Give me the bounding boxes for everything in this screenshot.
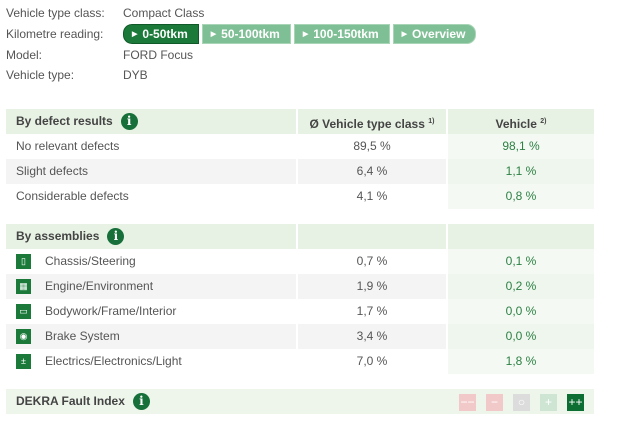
col-header-class: Ø Vehicle type class 1)	[298, 109, 446, 134]
km-tabs: ▶ 0-50tkm ▶ 50-100tkm ▶ 100-150tkm ▶ Overvie…	[123, 24, 477, 44]
table-row: ± Electrics/Electronics/Light 7,0 % 1,8 %	[6, 349, 594, 374]
section-title: DEKRA Fault Index	[16, 394, 125, 408]
defects-header: By defect results i Ø Vehicle type class …	[6, 109, 594, 134]
chassis-icon: ▯	[16, 254, 31, 269]
vehicle-type: DYB	[123, 68, 148, 82]
col-header-vehicle: Vehicle 2)	[448, 109, 594, 134]
fault-index-bad: −	[486, 394, 503, 411]
fault-index-good: +	[540, 394, 557, 411]
table-row: No relevant defects 89,5 % 98,1 %	[6, 134, 594, 159]
assemblies-header: By assemblies i	[6, 224, 594, 249]
info-icon[interactable]: i	[107, 228, 125, 245]
table-row: ◉ Brake System 3,4 % 0,0 %	[6, 324, 594, 349]
table-row: Slight defects 6,4 % 1,1 %	[6, 159, 594, 184]
vehicle-type-class: Compact Class	[123, 6, 205, 20]
model: FORD Focus	[123, 48, 194, 62]
info-icon[interactable]: i	[132, 393, 150, 410]
engine-icon: ▦	[16, 279, 31, 294]
fault-index-row: DEKRA Fault Index i	[6, 389, 594, 414]
section-title: By assemblies	[16, 229, 100, 243]
battery-icon: ±	[16, 354, 31, 369]
label: Kilometre reading:	[6, 27, 104, 41]
label: Model:	[6, 48, 43, 62]
label: Vehicle type:	[6, 68, 75, 82]
info-icon[interactable]: i	[120, 113, 138, 130]
tab-overview[interactable]: ▶ Overview	[392, 24, 477, 44]
tab-100-150tkm[interactable]: ▶ 100-150tkm	[293, 24, 390, 44]
tab-0-50tkm[interactable]: ▶ 0-50tkm	[123, 24, 199, 44]
section-title: By defect results	[16, 114, 113, 128]
brake-icon: ◉	[16, 329, 31, 344]
fault-index-very-bad: −−	[459, 394, 476, 411]
table-row: Considerable defects 4,1 % 0,8 %	[6, 184, 594, 209]
car-body-icon: ▭	[16, 304, 31, 319]
table-row: ▯ Chassis/Steering 0,7 % 0,1 %	[6, 249, 594, 274]
fault-index-very-good: ++	[567, 394, 584, 411]
tab-50-100tkm[interactable]: ▶ 50-100tkm	[201, 24, 291, 44]
label: Vehicle type class:	[6, 6, 105, 20]
table-row: ▦ Engine/Environment 1,9 % 0,2 %	[6, 274, 594, 299]
fault-index-average: ○	[513, 394, 530, 411]
table-row: ▭ Bodywork/Frame/Interior 1,7 % 0,0 %	[6, 299, 594, 324]
